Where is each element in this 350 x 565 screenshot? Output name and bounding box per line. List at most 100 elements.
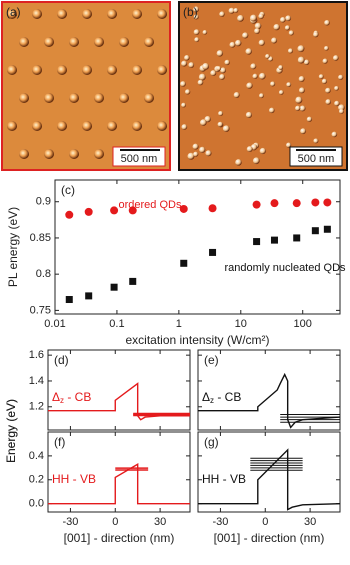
dot [250, 63, 257, 70]
dot [184, 89, 191, 95]
dot [303, 59, 310, 65]
pit [82, 65, 92, 75]
dot [199, 146, 206, 153]
y-tick-label: 0.2 [29, 474, 44, 486]
pit [7, 9, 17, 19]
dot [278, 65, 284, 70]
point [293, 234, 301, 242]
dot [242, 32, 249, 39]
dot [187, 152, 195, 160]
dot [235, 39, 242, 47]
pit [57, 121, 67, 131]
band-label-part: HH - VB [202, 472, 246, 486]
dot [287, 48, 294, 54]
dot [300, 128, 307, 135]
x-tick-label: 30 [304, 516, 316, 528]
pit [157, 121, 167, 131]
pit [57, 9, 67, 19]
x-tick-label: -30 [212, 516, 228, 528]
point [270, 199, 279, 208]
scale-box [289, 146, 343, 167]
dot [313, 138, 319, 144]
dot [285, 15, 292, 22]
band-label-part: Δ [202, 390, 210, 404]
pit [82, 121, 92, 131]
dot [331, 131, 338, 138]
pit [19, 93, 29, 103]
dot [229, 41, 236, 48]
dot [306, 116, 313, 122]
plot-frame [47, 349, 191, 431]
dot [318, 74, 324, 80]
point [323, 225, 331, 233]
dot [258, 13, 264, 19]
pit [69, 37, 79, 47]
pit [157, 65, 167, 75]
dot [245, 111, 253, 119]
pit [119, 37, 129, 47]
frame [178, 1, 348, 171]
x-tick-label: 0 [262, 516, 268, 528]
dot [321, 78, 328, 84]
afm-image-a [1, 1, 171, 171]
pit [119, 93, 129, 103]
dot [224, 59, 230, 66]
dot [249, 14, 257, 22]
plot-frame [197, 431, 341, 513]
dot [297, 56, 305, 64]
band-label: Δz - CB [52, 390, 91, 405]
band-label: HH - VB [52, 472, 96, 486]
pit [32, 9, 42, 19]
pit [107, 121, 117, 131]
pit [44, 149, 54, 159]
point [292, 199, 301, 208]
x-tick-label: 0 [112, 516, 118, 528]
plot-frame [47, 431, 191, 513]
dot [252, 157, 260, 165]
dot [202, 63, 210, 70]
y-tick-label: 0.0 [29, 498, 44, 510]
dot [218, 111, 224, 117]
dot [271, 37, 278, 44]
panel-label: (d) [54, 353, 69, 367]
dot [325, 99, 332, 105]
y-tick-label: 1.4 [29, 375, 44, 387]
annotation: randomly nucleated QDs [224, 262, 346, 274]
band-label-part: HH - VB [52, 472, 96, 486]
dot [210, 70, 217, 77]
dot [246, 146, 253, 153]
dot [217, 121, 223, 128]
point [253, 238, 261, 246]
dot [284, 25, 291, 31]
band-label-part: z [210, 396, 214, 405]
x-axis-label: [001] - direction (nm) [64, 531, 175, 545]
band-label: Δz - CB [202, 390, 241, 405]
y-tick-label: 1.6 [29, 349, 44, 361]
y-tick-label: 0.8 [36, 268, 51, 280]
dot [254, 22, 262, 30]
pit [32, 121, 42, 131]
point [84, 207, 93, 216]
dot [216, 50, 224, 57]
dot [298, 76, 305, 82]
x-tick-label: 0.1 [109, 318, 124, 330]
frame [1, 1, 171, 171]
point [65, 210, 74, 219]
y-axis-label: PL energy (eV) [6, 207, 20, 287]
dot [278, 90, 284, 95]
point [110, 283, 118, 291]
dot [259, 93, 264, 99]
pit [94, 149, 104, 159]
pit [132, 121, 142, 131]
dot [338, 104, 345, 111]
point [85, 292, 93, 300]
band-profile [48, 463, 190, 505]
pit [132, 65, 142, 75]
dot [237, 14, 244, 22]
x-tick-label: -30 [62, 516, 78, 528]
point [208, 204, 217, 213]
point [110, 206, 119, 215]
pit [57, 65, 67, 75]
point [129, 277, 137, 285]
dot [325, 87, 331, 94]
